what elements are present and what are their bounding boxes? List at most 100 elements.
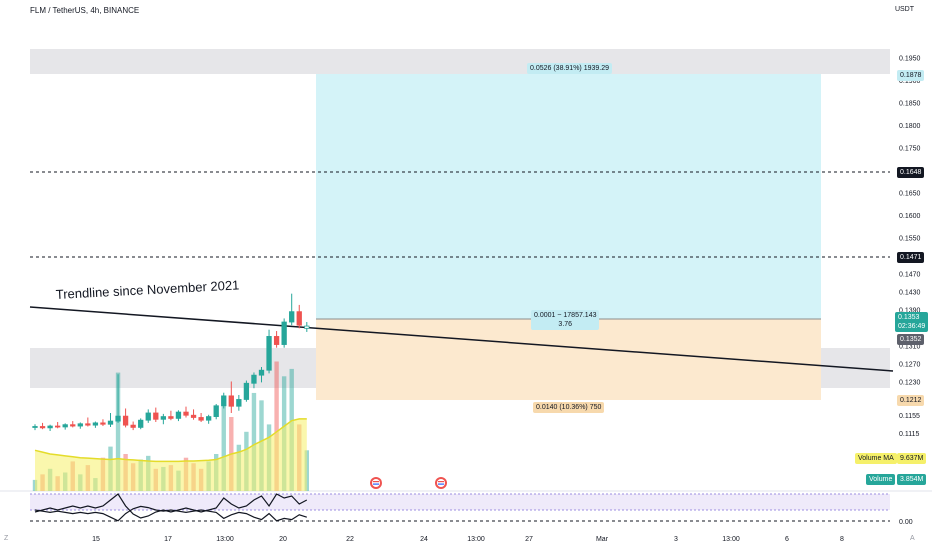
candlestick[interactable] — [168, 410, 174, 421]
y-axis-tick: 0.1390 — [899, 307, 921, 314]
trendline[interactable] — [29, 306, 894, 372]
candlestick[interactable] — [85, 417, 91, 427]
trendline-annotation[interactable]: Trendline since November 2021 — [55, 277, 239, 302]
candlestick[interactable] — [138, 418, 144, 430]
candlestick[interactable] — [289, 293, 295, 326]
oscillator-signal-line — [34, 505, 307, 522]
candlestick[interactable] — [107, 412, 114, 427]
x-axis-tick: 6 — [785, 536, 789, 543]
candlestick[interactable] — [213, 403, 219, 420]
target-price-badge: 0.1878 — [897, 70, 925, 81]
symbol-header[interactable]: FLM / TetherUS, 4h, BINANCE — [30, 6, 140, 15]
y-axis-tick: 0.1600 — [899, 213, 921, 220]
candlestick[interactable] — [47, 424, 53, 431]
x-axis-tick: 15 — [92, 536, 100, 543]
candlestick[interactable] — [273, 331, 280, 348]
y-axis-tick: 0.1850 — [899, 100, 921, 107]
x-axis-tick: 22 — [346, 536, 354, 543]
auto-scale-corner[interactable]: A — [910, 535, 915, 542]
entry-price-badge: 0.1352 — [897, 334, 925, 345]
volume-value: 3.854M — [897, 474, 927, 485]
entry-stats-line1: 0.0001 ~ 17857.143 — [534, 312, 597, 319]
candlestick[interactable] — [251, 372, 257, 389]
volume-label[interactable]: Volume — [866, 474, 896, 485]
y-axis-tick: 0.1650 — [899, 190, 921, 197]
candlestick[interactable] — [296, 304, 302, 329]
candlestick[interactable] — [190, 409, 197, 420]
stop-price-badge: 0.1212 — [897, 395, 925, 406]
oscillator-line — [34, 493, 308, 519]
flag-icon[interactable] — [435, 477, 447, 489]
current-price: 0.1353 — [898, 314, 920, 321]
candlestick[interactable] — [62, 423, 68, 430]
candlestick[interactable] — [92, 421, 99, 428]
candlestick[interactable] — [145, 409, 151, 423]
candlestick[interactable] — [70, 421, 76, 428]
y-axis-tick: 0.1430 — [899, 289, 921, 296]
upper-grey-zone — [30, 49, 890, 74]
candlestick[interactable] — [183, 406, 189, 418]
y-axis-tick: 0.1900 — [899, 78, 921, 85]
flag-icon[interactable] — [370, 477, 382, 489]
volume-ma-area — [35, 418, 307, 491]
candlestick[interactable] — [115, 374, 121, 423]
y-axis-tick: 0.1115 — [899, 431, 919, 438]
candlestick[interactable] — [304, 322, 310, 332]
candlestick[interactable] — [32, 424, 38, 431]
stop-stats-label: 0.0140 (10.36%) 750 — [533, 402, 605, 413]
y-axis-tick: 0.1230 — [899, 379, 921, 386]
x-axis-tick: 3 — [674, 536, 678, 543]
candlestick[interactable] — [236, 394, 242, 411]
y-axis-tick: 0.1470 — [899, 271, 921, 278]
entry-stats-line2: 3.76 — [558, 321, 573, 328]
oscillator-band — [30, 494, 890, 510]
volume-bar — [274, 361, 279, 491]
candlestick[interactable] — [228, 381, 234, 413]
candlestick[interactable] — [55, 421, 61, 429]
x-axis-tick: 20 — [279, 536, 287, 543]
x-axis-tick: 24 — [420, 536, 428, 543]
candlestick[interactable] — [266, 329, 272, 374]
candlestick[interactable] — [153, 407, 159, 422]
candlestick[interactable] — [160, 413, 167, 425]
zoom-corner-left[interactable]: Z — [4, 535, 9, 542]
oscillator-tick: 0.00 — [899, 519, 913, 526]
entry-stats-label: 0.0001 ~ 17857.143 3.76 — [531, 310, 600, 330]
x-axis-tick: 13:00 — [722, 536, 740, 543]
candlestick[interactable] — [122, 408, 129, 428]
dashed-upper-price-badge: 0.1648 — [897, 167, 925, 178]
candlestick[interactable] — [243, 380, 250, 402]
x-axis-tick: 13:00 — [467, 536, 485, 543]
x-axis-tick: Mar — [596, 536, 609, 543]
y-axis-tick: 0.1800 — [899, 123, 921, 130]
y-axis-tick: 0.1310 — [899, 343, 921, 350]
candlestick[interactable] — [77, 422, 83, 429]
y-axis-tick: 0.1750 — [899, 145, 921, 152]
x-axis-tick: 13:00 — [216, 536, 234, 543]
currency-unit: USDT — [894, 6, 914, 13]
y-axis-tick: 0.1270 — [899, 361, 921, 368]
volume-bar — [221, 402, 226, 491]
volume-ma-line — [34, 418, 307, 463]
x-axis-tick: 27 — [525, 536, 533, 543]
candlestick[interactable] — [205, 414, 212, 424]
y-axis-tick: 0.1550 — [899, 235, 921, 242]
dashed-lower-price-badge: 0.1471 — [897, 252, 925, 263]
volume-bar — [251, 392, 257, 491]
candlestick[interactable] — [221, 392, 227, 409]
volume-bar — [115, 372, 121, 491]
target-zone[interactable] — [316, 74, 821, 319]
volume-ma-label[interactable]: Volume MA — [855, 453, 897, 464]
candlestick[interactable] — [100, 419, 106, 427]
y-axis-tick: 0.1950 — [899, 55, 921, 62]
candlestick[interactable] — [175, 410, 182, 422]
y-axis-tick: 0.1155 — [899, 413, 920, 420]
volume-ma-value: 9.637M — [897, 453, 927, 464]
candlestick[interactable] — [130, 421, 136, 431]
current-price-badge: 0.1353 02:36:49 — [895, 312, 929, 332]
candlestick[interactable] — [198, 412, 204, 422]
candlestick[interactable] — [281, 318, 287, 348]
candlestick[interactable] — [258, 367, 265, 383]
candlestick[interactable] — [39, 422, 46, 430]
